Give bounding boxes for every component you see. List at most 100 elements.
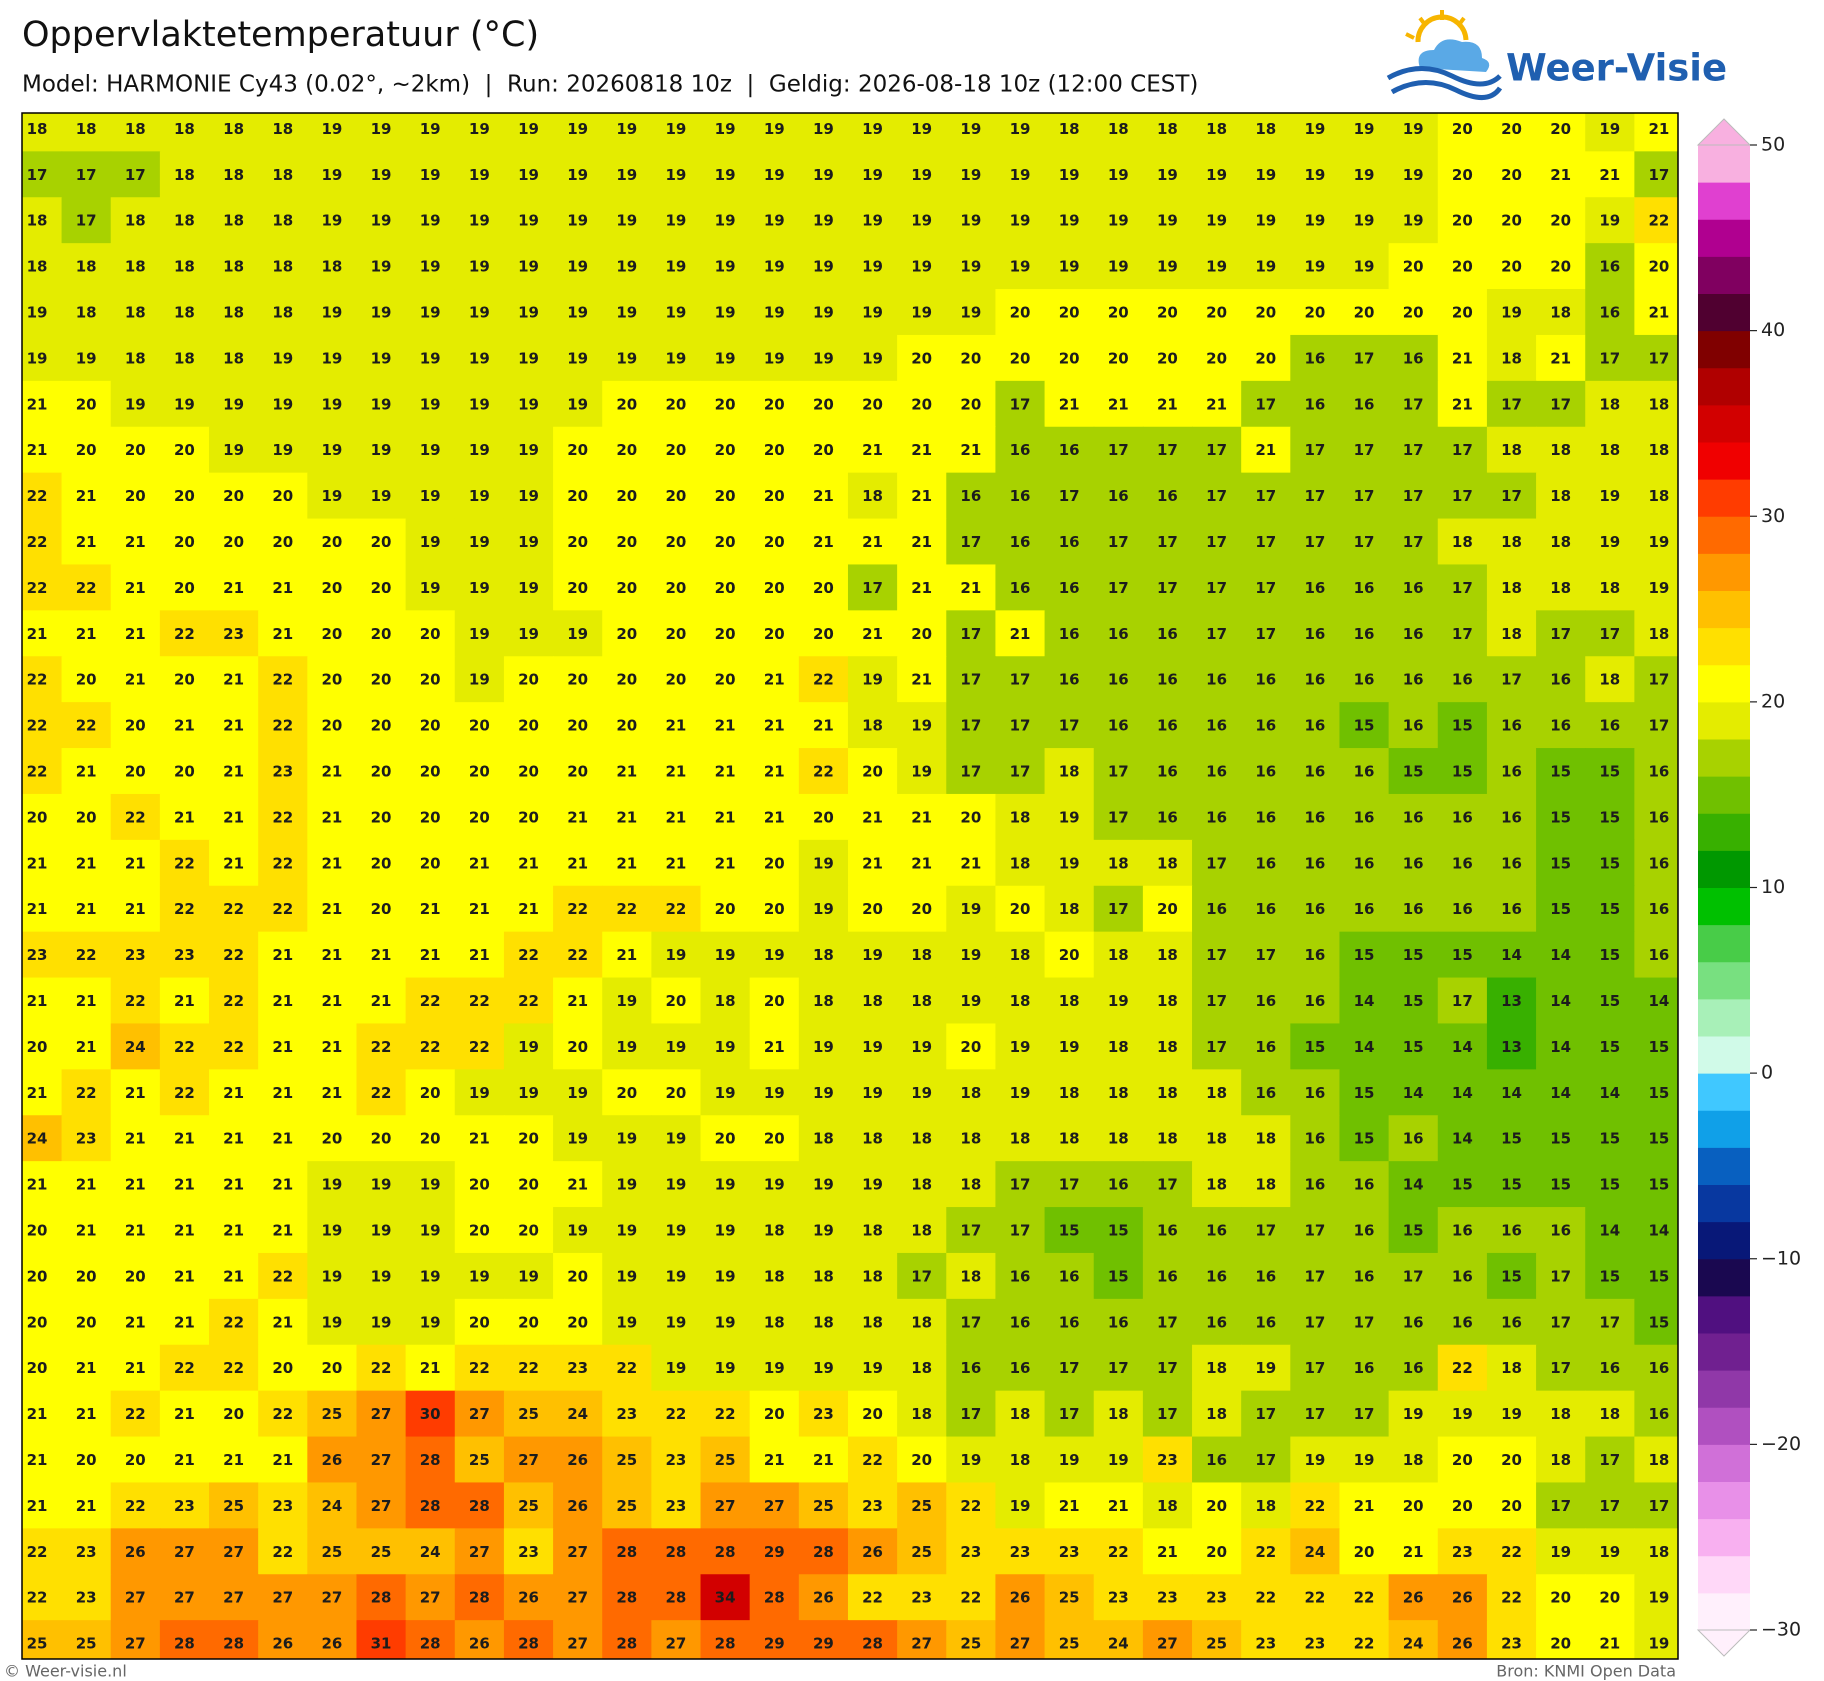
temperature-label: 18 [1059, 763, 1080, 781]
temperature-label: 19 [1010, 1497, 1031, 1515]
temperature-label: 17 [1108, 763, 1129, 781]
temperature-label: 16 [1403, 717, 1424, 735]
colorbar-segment [1698, 256, 1750, 294]
temperature-label: 19 [764, 212, 785, 230]
temperature-label: 18 [1108, 120, 1129, 138]
temperature-label: 20 [715, 900, 736, 918]
temperature-label: 18 [1059, 1130, 1080, 1148]
temperature-cell [405, 289, 456, 336]
temperature-cell [1044, 1390, 1095, 1438]
temperature-label: 16 [1157, 763, 1178, 781]
temperature-cell [1044, 289, 1095, 336]
temperature-label: 17 [1255, 1451, 1276, 1469]
temperature-label: 16 [1157, 625, 1178, 643]
temperature-label: 19 [813, 1222, 834, 1240]
temperature-cell [798, 931, 849, 979]
temperature-label: 18 [76, 258, 97, 276]
temperature-label: 19 [420, 1313, 441, 1331]
temperature-label: 19 [813, 349, 834, 367]
temperature-label: 20 [764, 395, 785, 413]
temperature-cell [159, 1344, 210, 1392]
temperature-cell [258, 1252, 308, 1300]
temperature-cell [798, 289, 849, 336]
temperature-cell [798, 1207, 849, 1254]
temperature-cell [1044, 1023, 1095, 1070]
temperature-cell [1536, 748, 1586, 795]
temperature-cell [1536, 977, 1586, 1025]
temperature-cell [995, 1207, 1046, 1254]
temperature-label: 18 [125, 304, 146, 322]
temperature-label: 16 [1403, 625, 1424, 643]
temperature-cell [61, 1620, 112, 1659]
temperature-cell [1241, 1574, 1291, 1621]
temperature-cell [1486, 426, 1537, 474]
temperature-label: 23 [76, 1130, 97, 1148]
temperature-label: 19 [518, 395, 539, 413]
temperature-cell [454, 1207, 505, 1254]
temperature-label: 24 [1403, 1635, 1424, 1653]
temperature-cell [22, 1207, 63, 1254]
temperature-label: 21 [76, 763, 97, 781]
temperature-cell [749, 1161, 800, 1208]
temperature-label: 15 [1599, 1038, 1620, 1056]
temperature-label: 19 [616, 1038, 637, 1056]
temperature-label: 19 [715, 1176, 736, 1194]
temperature-label: 21 [567, 1176, 588, 1194]
temperature-cell [651, 151, 702, 198]
temperature-cell [209, 656, 259, 703]
temperature-cell [1044, 1620, 1095, 1659]
temperature-label: 21 [76, 992, 97, 1010]
temperature-label: 26 [321, 1451, 342, 1469]
temperature-cell [995, 1115, 1046, 1162]
temperature-label: 16 [1304, 625, 1325, 643]
temperature-label: 21 [272, 625, 293, 643]
temperature-label: 19 [616, 120, 637, 138]
temperature-label: 19 [911, 1038, 932, 1056]
temperature-label: 22 [223, 1038, 244, 1056]
temperature-label: 22 [371, 1084, 392, 1102]
temperature-cell [1290, 931, 1341, 979]
temperature-cell [1339, 1069, 1390, 1116]
temperature-label: 21 [371, 992, 392, 1010]
colorbar-segment [1698, 1073, 1750, 1111]
temperature-label: 17 [1452, 625, 1473, 643]
temperature-cell [946, 1023, 997, 1070]
temperature-label: 20 [1452, 1451, 1473, 1469]
temperature-cell [258, 289, 308, 336]
temperature-cell [307, 472, 358, 520]
temperature-label: 27 [567, 1635, 588, 1653]
temperature-cell [110, 1115, 161, 1162]
temperature-label: 21 [76, 1359, 97, 1377]
temperature-cell [602, 656, 652, 703]
temperature-label: 23 [125, 946, 146, 964]
temperature-cell [1634, 197, 1678, 244]
temperature-cell [1585, 380, 1635, 428]
temperature-cell [61, 151, 112, 198]
temperature-label: 23 [666, 1451, 687, 1469]
colorbar-segment [1698, 516, 1750, 554]
temperature-label: 16 [1304, 992, 1325, 1010]
temperature-label: 20 [76, 441, 97, 459]
temperature-label: 17 [1010, 717, 1031, 735]
temperature-cell [22, 931, 63, 979]
temperature-label: 19 [567, 1084, 588, 1102]
colorbar-segment [1698, 479, 1750, 517]
temperature-cell [847, 1023, 898, 1070]
temperature-label: 28 [518, 1635, 539, 1653]
temperature-cell [159, 1023, 210, 1070]
temperature-label: 17 [1255, 1222, 1276, 1240]
temperature-label: 26 [567, 1451, 588, 1469]
temperature-label: 26 [1010, 1589, 1031, 1607]
temperature-cell [1634, 151, 1678, 198]
temperature-cell [307, 518, 358, 566]
temperature-cell [1290, 1390, 1341, 1438]
temperature-label: 17 [1108, 808, 1129, 826]
temperature-label: 21 [616, 763, 637, 781]
temperature-cell [700, 1023, 751, 1070]
temperature-cell [1142, 656, 1193, 703]
temperature-label: 21 [27, 441, 48, 459]
temperature-cell [1241, 289, 1291, 336]
temperature-cell [700, 839, 751, 887]
temperature-label: 18 [1108, 1038, 1129, 1056]
